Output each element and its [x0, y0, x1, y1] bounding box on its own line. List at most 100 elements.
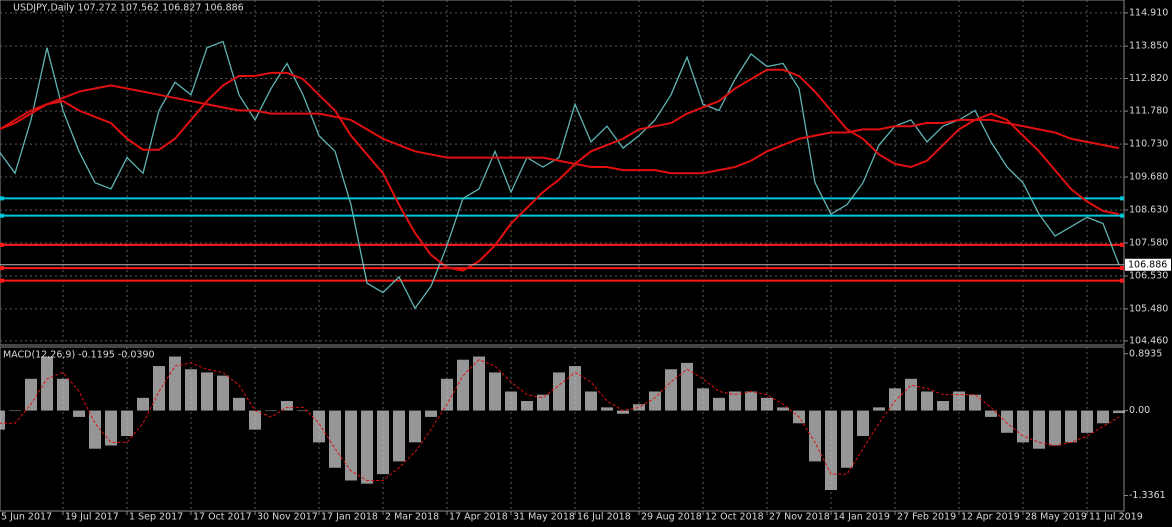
macd-bar	[1065, 410, 1077, 443]
moving-average	[0, 84, 1120, 175]
macd-bar	[281, 401, 293, 411]
y-tick-label: 114.910	[1129, 7, 1168, 18]
macd-bar	[329, 410, 341, 468]
macd-bar	[249, 410, 261, 430]
x-tick-label: 31 May 2018	[513, 512, 575, 523]
macd-bar	[201, 372, 213, 411]
macd-panel	[0, 346, 1125, 512]
level-marker	[1120, 242, 1124, 247]
macd-bar	[857, 410, 869, 436]
macd-bar	[233, 397, 245, 411]
macd-bar	[345, 410, 357, 481]
chart-title: USDJPY,Daily 107.272 107.562 106.827 106…	[13, 3, 244, 14]
macd-bar	[649, 391, 661, 411]
macd-bar	[585, 391, 597, 411]
macd-bar	[681, 362, 693, 411]
y-tick-label: 104.460	[1129, 335, 1168, 346]
y-tick-label: 110.730	[1129, 139, 1168, 150]
macd-tick-label: 0.00	[1129, 405, 1150, 416]
x-tick-label: 16 Jul 2018	[577, 512, 631, 523]
y-tick-label: 107.580	[1129, 237, 1168, 248]
macd-bar	[313, 410, 325, 443]
level-marker	[1120, 196, 1124, 201]
x-tick-label: 19 Jul 2017	[65, 512, 119, 523]
macd-bar	[1001, 410, 1013, 433]
macd-bar	[713, 397, 725, 411]
x-tick-label: 11 Jul 2019	[1089, 512, 1143, 523]
macd-signal	[0, 359, 1120, 481]
macd-bar	[809, 410, 821, 462]
x-tick-label: 30 Nov 2017	[257, 512, 318, 523]
level-marker	[1120, 266, 1124, 271]
macd-bar	[841, 410, 853, 468]
x-tick-label: 17 Jan 2018	[321, 512, 378, 523]
y-tick-label: 113.850	[1129, 41, 1168, 52]
macd-bar	[569, 366, 581, 411]
x-tick-label: 14 Jan 2019	[833, 512, 890, 523]
macd-bar	[297, 410, 309, 412]
macd-bar	[137, 397, 149, 411]
macd-bar	[761, 397, 773, 411]
macd-label: MACD(12,26,9) -0.1195 -0.0390	[3, 350, 155, 361]
x-tick-label: 17 Apr 2018	[449, 512, 508, 523]
macd-bar	[89, 410, 101, 449]
x-tick-label: 5 Jun 2017	[1, 512, 52, 523]
macd-bar	[1113, 410, 1125, 414]
level-marker	[0, 266, 4, 271]
macd-bar	[905, 378, 917, 411]
macd-bar	[953, 391, 965, 411]
macd-bar	[921, 391, 933, 411]
macd-bar	[41, 356, 53, 411]
x-tick-label: 2 Mar 2018	[385, 512, 439, 523]
macd-bar	[185, 369, 197, 411]
macd-bar	[9, 410, 21, 412]
level-marker	[1120, 278, 1124, 283]
x-tick-label: 12 Apr 2019	[961, 512, 1020, 523]
macd-bar	[57, 378, 69, 411]
macd-bar	[729, 391, 741, 411]
macd-bar	[825, 410, 837, 491]
macd-bar	[169, 356, 181, 411]
x-tick-label: 1 Sep 2017	[129, 512, 183, 523]
macd-bar	[1017, 410, 1029, 443]
macd-bar	[633, 404, 645, 411]
level-marker	[0, 213, 4, 218]
macd-bar	[505, 391, 517, 411]
macd-bar	[473, 356, 485, 411]
macd-bar	[537, 394, 549, 411]
macd-bar	[361, 410, 373, 484]
price-line	[0, 40, 1120, 310]
y-tick-label: 111.780	[1129, 106, 1168, 117]
level-marker	[0, 278, 4, 283]
macd-bar	[617, 410, 629, 414]
macd-bar	[489, 372, 501, 411]
x-tick-label: 27 Nov 2018	[769, 512, 830, 523]
macd-bar	[425, 410, 437, 417]
macd-bar	[409, 410, 421, 443]
macd-bar	[1033, 410, 1045, 449]
macd-bar	[601, 407, 613, 411]
macd-bar	[873, 407, 885, 411]
macd-bar	[105, 410, 117, 446]
macd-bar	[121, 410, 133, 436]
macd-bar	[697, 388, 709, 411]
macd-bar	[393, 410, 405, 462]
macd-bar	[985, 410, 997, 417]
macd-bar	[73, 410, 85, 417]
macd-tick-label: 0.8935	[1129, 348, 1162, 359]
macd-bar	[969, 394, 981, 411]
macd-bar	[889, 388, 901, 411]
macd-bar	[1097, 410, 1109, 424]
macd-bar	[0, 410, 5, 430]
macd-bar	[25, 378, 37, 411]
level-marker	[1120, 213, 1124, 218]
macd-bar	[217, 375, 229, 411]
main-panel	[0, 0, 1125, 346]
macd-tick-label: -1.3361	[1129, 490, 1166, 501]
level-marker	[0, 196, 4, 201]
macd-bar	[777, 407, 789, 411]
macd-bar	[937, 401, 949, 411]
